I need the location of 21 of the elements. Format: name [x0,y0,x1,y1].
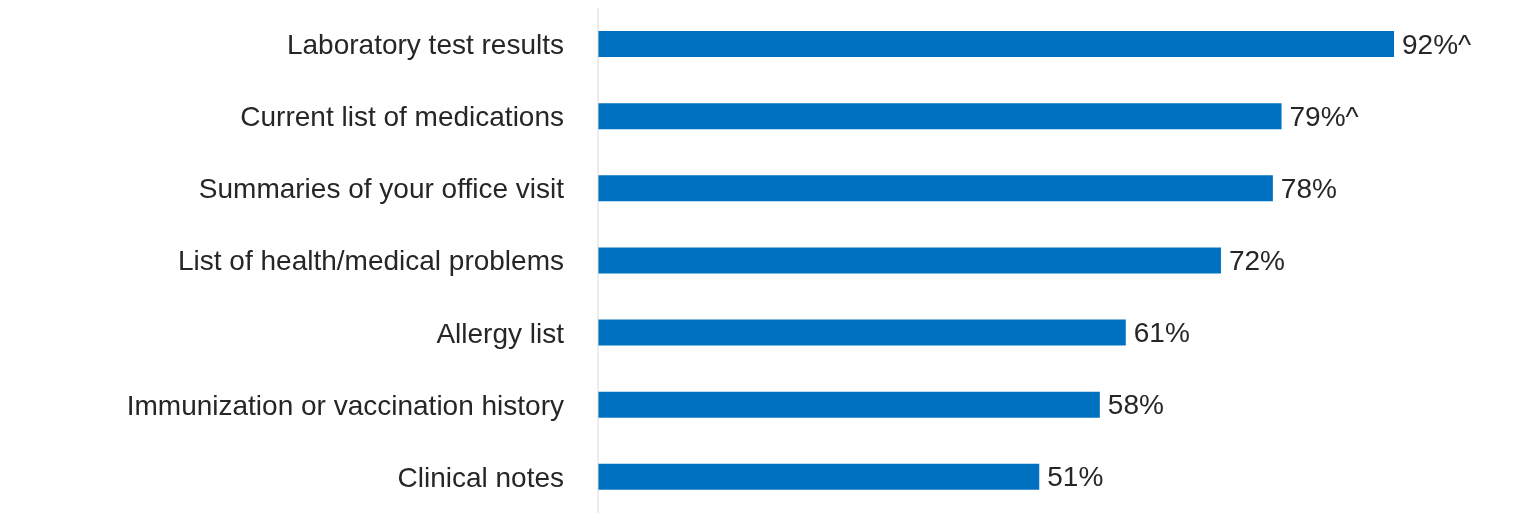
data-label: 51% [1047,461,1104,493]
bar [598,31,1394,57]
bar [598,391,1100,418]
data-label: 78% [1280,172,1337,204]
data-label: 79%^ [1289,100,1359,132]
y-tick-label: List of health/medical problems [178,245,564,277]
data-label: 61% [1133,317,1190,349]
bar [598,463,1040,490]
y-tick-label: Immunization or vaccination history [126,389,564,421]
bar [598,175,1273,202]
bar [598,103,1282,130]
y-tick-label: Allergy list [436,317,565,349]
bar [598,319,1126,346]
y-tick-label: Clinical notes [397,461,564,493]
data-label: 58% [1107,389,1164,421]
y-tick-label: Summaries of your office visit [198,173,565,205]
data-label: 72% [1228,244,1285,276]
data-label: 92%^ [1402,28,1472,60]
bar [598,247,1221,274]
y-tick-label: Laboratory test results [286,29,564,61]
y-tick-label: Current list of medications [240,101,564,133]
